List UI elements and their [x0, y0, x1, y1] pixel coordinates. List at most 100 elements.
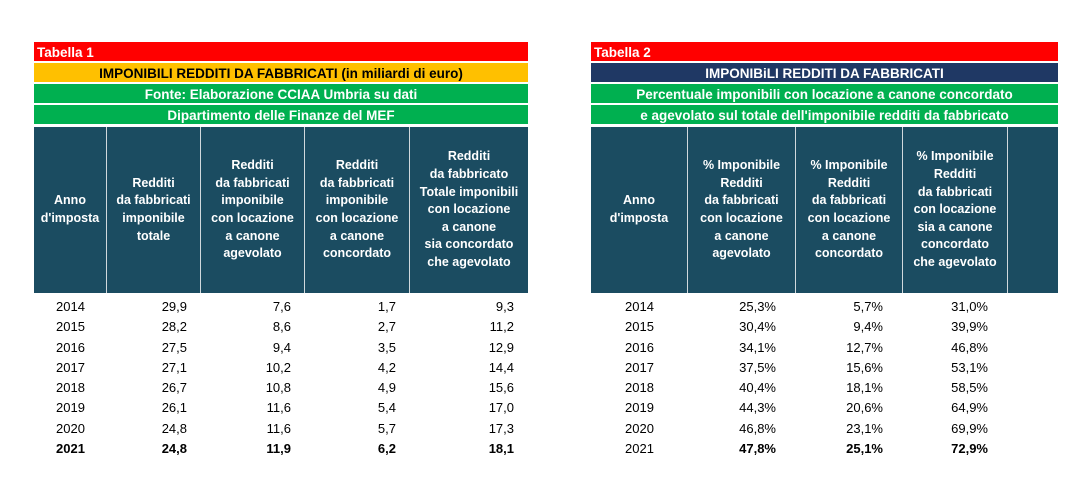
- table-cell: 47,8%: [739, 441, 776, 457]
- table-cell: 8,6: [272, 319, 291, 335]
- table-cell: 37,5%: [739, 359, 776, 375]
- table-cell: 5,7%: [853, 299, 883, 314]
- column-header: Redditi da fabbricati imponibile con loc…: [305, 127, 410, 293]
- table-1: Tabella 1 IMPONIBILI REDDITI DA FABBRICA…: [34, 42, 528, 459]
- table-cell: 72,9%: [951, 441, 988, 457]
- table-cell: 4,2: [377, 359, 396, 375]
- table-cell: 58,5%: [951, 380, 988, 396]
- table-cell: 2015: [56, 319, 85, 335]
- table-cell: 64,9%: [951, 400, 988, 416]
- table-cell: 9,4%: [853, 319, 883, 335]
- table-cell: 34,1%: [739, 339, 776, 355]
- table-cell: 44,3%: [739, 400, 776, 416]
- table-row: 2020 46,8% 23,1% 69,9%: [591, 419, 1058, 439]
- table-row: 2015 30,4% 9,4% 39,9%: [591, 317, 1058, 337]
- table-cell: 20,6%: [846, 400, 883, 416]
- column-header: % Imponibile Redditi da fabbricati con l…: [688, 127, 796, 293]
- table-cell: 27,5: [161, 339, 187, 355]
- column-header: % Imponibile Redditi da fabbricati con l…: [903, 127, 1008, 293]
- table-cell: 39,9%: [951, 319, 988, 335]
- column-header: [1008, 127, 1058, 293]
- table-cell: 9,3: [495, 299, 514, 314]
- table-1-label: Tabella 1: [34, 42, 528, 63]
- column-header: Redditi da fabbricato Totale imponibili …: [419, 149, 519, 269]
- table-cell: 2018: [56, 380, 85, 396]
- table-cell: 40,4%: [739, 380, 776, 396]
- table-cell: 46,8%: [951, 339, 988, 355]
- table-cell: 18,1%: [846, 380, 883, 396]
- table-cell: 24,8: [161, 441, 187, 457]
- table-cell: 2016: [625, 339, 654, 355]
- table-row: 2018 40,4% 18,1% 58,5%: [591, 378, 1058, 398]
- table-cell: 17,3: [488, 420, 514, 436]
- table-cell: 46,8%: [739, 420, 776, 436]
- table-cell: 11,2: [489, 319, 514, 335]
- table-row: 2021 47,8% 25,1% 72,9%: [591, 439, 1058, 459]
- table-2-subtitle-line-2: e agevolato sul totale dell'imponibile r…: [591, 105, 1058, 127]
- table-cell: 15,6: [488, 380, 514, 396]
- table-cell: 17,0: [488, 400, 514, 416]
- table-cell: 3,5: [377, 339, 396, 355]
- table-cell: 29,9: [161, 299, 187, 314]
- table-cell: 10,8: [265, 380, 291, 396]
- table-cell: 9,4: [272, 339, 291, 355]
- table-cell: 11,9: [266, 441, 291, 457]
- table-cell: 7,6: [272, 299, 291, 314]
- table-1-source-line-2: Dipartimento delle Finanze del MEF: [34, 105, 528, 127]
- table-cell: 1,7: [377, 299, 396, 314]
- column-header: Redditi da fabbricati imponibile con loc…: [201, 127, 305, 293]
- table-1-source-line-1: Fonte: Elaborazione CCIAA Umbria su dati: [34, 84, 528, 105]
- table-row: 2014 25,3% 5,7% 31,0%: [591, 297, 1058, 317]
- table-cell: 2,7: [377, 319, 396, 335]
- table-cell: 31,0%: [951, 299, 988, 314]
- table-cell: 5,4: [377, 400, 396, 416]
- table-cell: 24,8: [161, 420, 187, 436]
- table-cell: 2021: [56, 441, 85, 457]
- column-header: % Imponibile Redditi da fabbricati con l…: [796, 127, 903, 293]
- table-row: 2015 28,2 8,6 2,7 11,2: [34, 317, 528, 337]
- table-cell: 15,6%: [846, 359, 883, 375]
- table-2-body: 2014 25,3% 5,7% 31,0% 2015 30,4% 9,4% 39,9% 2016…: [591, 297, 1058, 459]
- column-header: Anno d'imposta: [591, 127, 688, 293]
- table-cell: 12,7%: [846, 339, 883, 355]
- table-1-header: Anno d'imposta Redditi da fabbricati imp…: [34, 127, 528, 293]
- table-cell: 2017: [56, 359, 85, 375]
- table-row: 2016 34,1% 12,7% 46,8%: [591, 338, 1058, 358]
- table-cell: 2020: [56, 420, 85, 436]
- table-cell: 11,6: [266, 400, 291, 416]
- table-cell: 2015: [625, 319, 654, 335]
- table-cell: 6,2: [377, 441, 396, 457]
- table-row: 2014 29,9 7,6 1,7 9,3: [34, 297, 528, 317]
- table-row: 2017 27,1 10,2 4,2 14,4: [34, 358, 528, 378]
- table-row: 2019 44,3% 20,6% 64,9%: [591, 398, 1058, 418]
- table-cell: 2021: [625, 441, 654, 457]
- table-cell: 12,9: [488, 339, 514, 355]
- table-cell: 26,1: [161, 400, 187, 416]
- table-1-title: IMPONIBILI REDDITI DA FABBRICATI (in mil…: [34, 63, 528, 84]
- table-cell: 23,1%: [846, 420, 883, 436]
- table-cell: 2017: [625, 359, 654, 375]
- table-row: 2021 24,8 11,9 6,2 18,1: [34, 439, 528, 459]
- table-row: 2020 24,8 11,6 5,7 17,3: [34, 419, 528, 439]
- table-cell: 27,1: [161, 359, 187, 375]
- table-cell: 2019: [625, 400, 654, 416]
- table-cell: 25,3%: [739, 299, 776, 314]
- table-2-header: Anno d'imposta % Imponibile Redditi da f…: [591, 127, 1058, 293]
- table-2-label: Tabella 2: [591, 42, 1058, 63]
- table-cell: 2018: [625, 380, 654, 396]
- table-cell: 30,4%: [739, 319, 776, 335]
- table-cell: 14,4: [488, 359, 514, 375]
- table-row: 2017 37,5% 15,6% 53,1%: [591, 358, 1058, 378]
- table-cell: 25,1%: [846, 441, 883, 457]
- table-cell: 53,1%: [951, 359, 988, 375]
- table-cell: 18,1: [488, 441, 514, 457]
- table-row: 2018 26,7 10,8 4,9 15,6: [34, 378, 528, 398]
- table-cell: 28,2: [161, 319, 187, 335]
- table-cell: 2014: [625, 299, 654, 314]
- table-2-subtitle-line-1: Percentuale imponibili con locazione a c…: [591, 84, 1058, 105]
- table-row: 2019 26,1 11,6 5,4 17,0: [34, 398, 528, 418]
- table-cell: 2019: [56, 400, 85, 416]
- table-row: 2016 27,5 9,4 3,5 12,9: [34, 338, 528, 358]
- table-cell: 2016: [56, 339, 85, 355]
- table-cell: 69,9%: [951, 420, 988, 436]
